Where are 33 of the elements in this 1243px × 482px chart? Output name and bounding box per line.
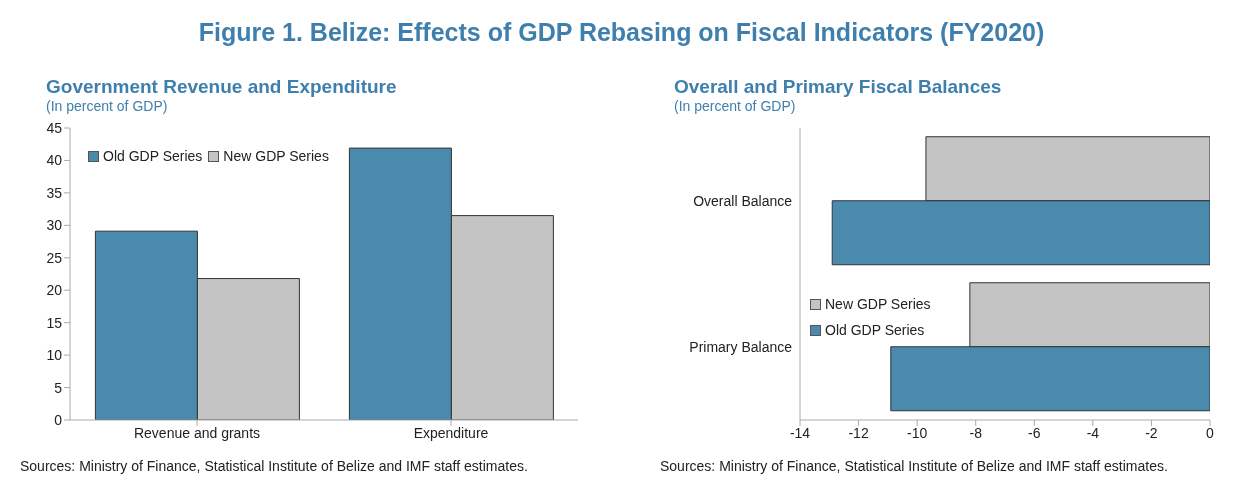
x-tick-label: -10	[907, 424, 928, 441]
x-tick-label: -6	[1028, 424, 1041, 441]
chart-title: Overall and Primary Fiscal Balances	[674, 76, 1003, 98]
x-tick-label: -4	[1086, 424, 1100, 441]
x-tick-label: -8	[969, 424, 983, 441]
y-tick-label: 25	[46, 249, 63, 266]
legend-label: New GDP Series	[825, 296, 931, 312]
source-note: Sources: Ministry of Finance, Statistical Institute of Belize and IMF staff estimates.	[660, 458, 1169, 474]
caption: Figure 1. Belize: Effects of GDP Rebasing on Fiscal Indicators (FY2020)	[197, 18, 1046, 47]
y-tick-label: 0	[54, 411, 63, 428]
y-tick-label: Overall Balance	[693, 192, 793, 209]
x-tick-label: Expenditure	[413, 424, 489, 441]
chart-title: Government Revenue and Expenditure	[46, 76, 398, 98]
y-tick-label: 30	[46, 217, 63, 234]
series-label: Old GDP Series	[825, 322, 925, 338]
x-tick-label: Revenue and grants	[133, 424, 261, 441]
x-tick-label: -14	[789, 424, 811, 441]
y-tick-label: 5	[54, 379, 63, 396]
source-note: Sources: Ministry of Finance, Statistical Institute of Belize and IMF staff estimates.	[20, 458, 529, 474]
y-tick-label: 35	[46, 184, 63, 201]
chart-subtitle: (In percent of GDP)	[46, 98, 169, 114]
x-tick-label: 0	[1206, 424, 1215, 441]
y-tick-label: 10	[46, 347, 63, 364]
chart-subtitle: (In percent of GDP)	[674, 98, 797, 114]
y-tick-label: 15	[46, 314, 63, 331]
y-tick-label: 40	[46, 152, 63, 169]
y-tick-label: 20	[46, 282, 63, 299]
y-tick-label: Primary Balance	[689, 338, 793, 355]
legend-label: New GDP Series	[223, 148, 329, 164]
legend-label: Old GDP Series	[103, 148, 203, 164]
x-tick-label: -12	[848, 424, 869, 441]
x-tick-label: -2	[1145, 424, 1158, 441]
y-tick-label: 45	[46, 119, 63, 136]
